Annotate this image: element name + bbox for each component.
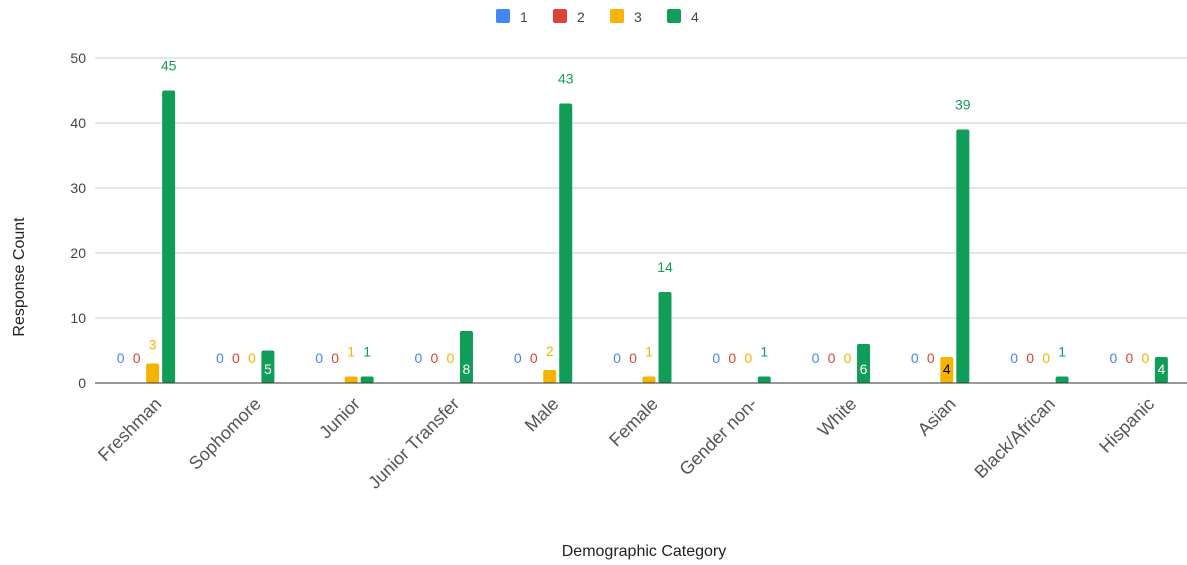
bar	[940, 357, 954, 383]
y-tick-label: 50	[70, 50, 86, 66]
data-label: 0	[232, 350, 240, 366]
data-label: 0	[728, 350, 736, 366]
bar	[658, 292, 672, 383]
bar	[344, 376, 358, 383]
data-label: 6	[860, 361, 868, 377]
data-label: 3	[149, 337, 157, 353]
legend-label: 3	[634, 9, 642, 25]
y-tick-label: 10	[70, 310, 86, 326]
data-label: 45	[161, 58, 177, 74]
bar	[459, 331, 473, 383]
data-label: 0	[1010, 350, 1018, 366]
data-label: 4	[1157, 361, 1165, 377]
x-category-label: White	[814, 394, 861, 441]
data-label: 0	[447, 350, 455, 366]
x-category-label: Asian	[914, 394, 960, 440]
data-label: 8	[463, 361, 471, 377]
data-label: 2	[546, 343, 554, 359]
data-label: 0	[331, 350, 339, 366]
legend-label: 1	[520, 9, 528, 25]
legend: 1 2 3 4	[496, 9, 699, 25]
bar	[146, 363, 160, 383]
x-category-label: Junior	[315, 394, 364, 443]
data-label: 0	[1125, 350, 1133, 366]
data-label: 0	[315, 350, 323, 366]
bar	[1055, 376, 1069, 383]
bar	[162, 90, 176, 383]
bar	[360, 376, 374, 383]
y-tick-label: 40	[70, 115, 86, 131]
data-label: 0	[415, 350, 423, 366]
x-category-label: Junior Transfer	[364, 394, 463, 493]
data-label: 0	[844, 350, 852, 366]
data-label: 0	[530, 350, 538, 366]
x-category-label: Black/African	[970, 394, 1058, 482]
data-label: 0	[1141, 350, 1149, 366]
data-label: 5	[264, 361, 272, 377]
bars	[146, 90, 1168, 383]
y-tick-label: 20	[70, 245, 86, 261]
x-category-label: Female	[605, 394, 662, 451]
data-label: 0	[431, 350, 439, 366]
x-category-label: Gender non-	[675, 394, 761, 480]
x-category-label: Freshman	[94, 394, 165, 465]
legend-swatch	[610, 9, 624, 23]
data-label: 0	[117, 350, 125, 366]
y-axis-title: Response Count	[11, 217, 28, 337]
bar	[261, 350, 275, 383]
legend-swatch	[553, 9, 567, 23]
bar	[757, 376, 771, 383]
bar	[956, 129, 970, 383]
legend-swatch	[496, 9, 510, 23]
data-label: 0	[629, 350, 637, 366]
gridlines	[95, 57, 1187, 319]
data-label: 0	[248, 350, 256, 366]
bar	[543, 370, 557, 383]
data-label: 0	[927, 350, 935, 366]
data-label: 0	[1042, 350, 1050, 366]
data-label: 1	[347, 344, 355, 360]
y-axis-ticks: 0 10 20 30 40 50	[70, 50, 86, 391]
data-label: 0	[1109, 350, 1117, 366]
data-label: 1	[760, 344, 768, 360]
y-tick-label: 0	[78, 375, 86, 391]
data-label: 43	[558, 71, 574, 87]
data-label: 0	[911, 350, 919, 366]
x-category-label: Hispanic	[1095, 394, 1158, 457]
bar	[559, 103, 573, 383]
x-axis-categories: Freshman Sophomore Junior Junior Transfer Ma…	[94, 394, 1158, 493]
legend-label: 4	[691, 9, 699, 25]
data-label: 0	[133, 350, 141, 366]
y-tick-label: 30	[70, 180, 86, 196]
x-axis-title: Demographic Category	[562, 543, 727, 560]
data-label: 1	[363, 344, 371, 360]
legend-swatch	[667, 9, 681, 23]
bar	[1154, 357, 1168, 383]
data-label: 0	[216, 350, 224, 366]
data-label: 1	[1058, 344, 1066, 360]
data-label: 0	[514, 350, 522, 366]
data-label: 0	[1026, 350, 1034, 366]
data-label: 0	[712, 350, 720, 366]
x-category-label: Sophomore	[185, 394, 265, 474]
data-label: 0	[812, 350, 820, 366]
data-label: 0	[828, 350, 836, 366]
data-label: 1	[645, 344, 653, 360]
bar	[857, 344, 871, 383]
x-category-label: Male	[521, 394, 563, 436]
data-label: 0	[613, 350, 621, 366]
bar	[642, 376, 656, 383]
data-label: 0	[744, 350, 752, 366]
data-label: 39	[955, 97, 971, 113]
legend-label: 2	[577, 9, 585, 25]
data-label: 4	[943, 361, 951, 377]
data-label: 14	[657, 259, 673, 275]
